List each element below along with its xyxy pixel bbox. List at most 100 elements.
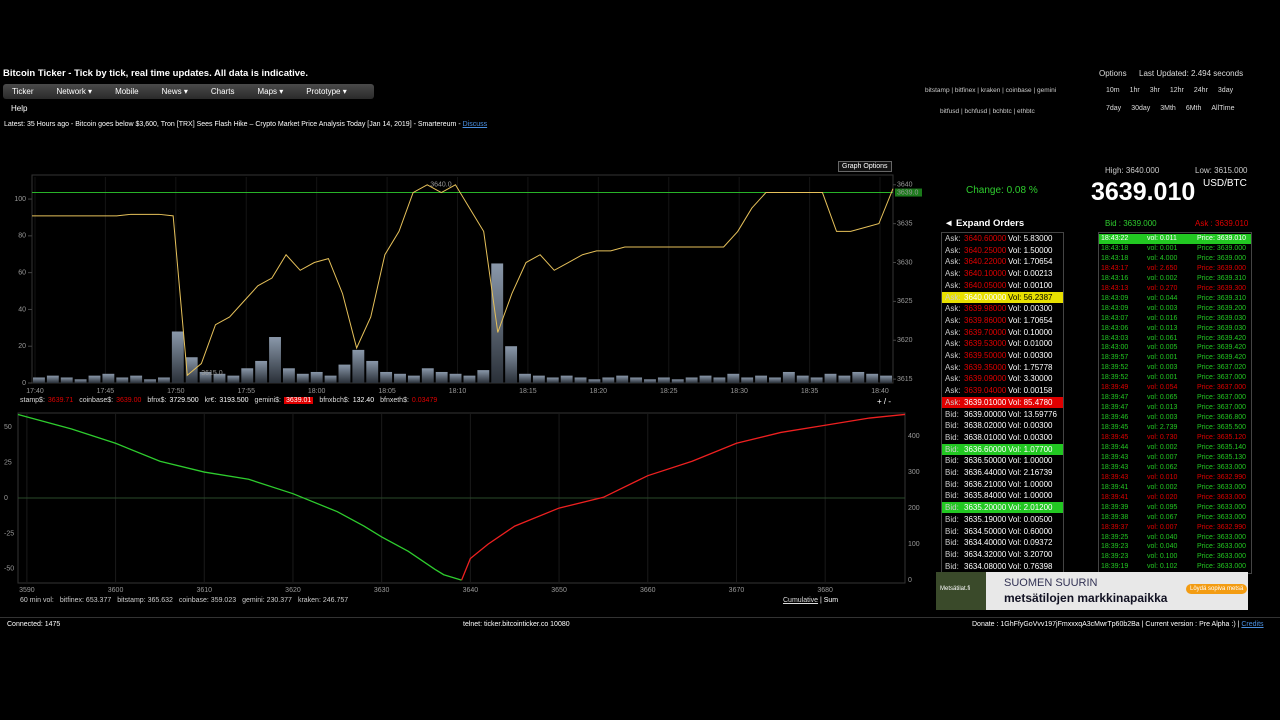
- trade-price: Price: 3633.000: [1197, 543, 1247, 551]
- range-option[interactable]: AllTime: [1211, 105, 1235, 112]
- cumulative-toggle[interactable]: Cumulative: [783, 597, 819, 604]
- trade-row: 18:43:09 vol: 0.044 Price: 3639.310: [1099, 294, 1251, 304]
- ad-banner[interactable]: Metsätilat.fi SUOMEN SUURIN metsätilojen…: [936, 572, 1248, 610]
- order-vol: Vol: 0.00213: [1008, 269, 1053, 279]
- range-option[interactable]: 7day: [1106, 105, 1122, 112]
- exchange-link[interactable]: kraken: [980, 87, 1001, 94]
- order-side: Ask:: [945, 245, 961, 255]
- nav-item[interactable]: Charts: [210, 87, 235, 96]
- exchange-link[interactable]: coinbase: [1005, 87, 1032, 94]
- order-side: Ask:: [945, 374, 961, 384]
- range-option[interactable]: 6Mth: [1185, 105, 1202, 112]
- trade-vol: vol: 0.003: [1147, 304, 1178, 312]
- trade-time: 18:43:00: [1101, 344, 1129, 352]
- order-row: Ask: 3639.35000 Vol: 1.75778: [942, 362, 1063, 373]
- volume-bar: [866, 373, 879, 383]
- order-side: Bid:: [945, 409, 959, 419]
- credits-link[interactable]: Credits: [1241, 621, 1264, 628]
- y-tick-label: 50: [4, 424, 12, 431]
- range-option[interactable]: 1hr: [1129, 87, 1140, 94]
- market-link[interactable]: bchbtc: [992, 108, 1012, 115]
- trade-vol: vol: 0.270: [1147, 284, 1178, 292]
- trade-vol: vol: 0.065: [1147, 394, 1178, 402]
- trade-time: 18:43:16: [1101, 274, 1129, 282]
- volume-bar: [755, 375, 768, 383]
- high: High: 3640.000: [1105, 166, 1160, 175]
- ad-button[interactable]: Löydä sopiva metsä: [1186, 584, 1248, 594]
- sum-toggle[interactable]: Sum: [823, 597, 839, 604]
- volume-item: bitstamp: 365.632: [117, 597, 173, 604]
- order-side: Bid:: [945, 432, 959, 442]
- volume-bar: [421, 368, 434, 383]
- trade-price: Price: 3633.000: [1197, 553, 1247, 561]
- nav-item[interactable]: News ▾: [161, 87, 188, 96]
- options-label[interactable]: Options: [1099, 69, 1127, 78]
- order-price: 3636.50000: [964, 456, 1007, 466]
- discuss-link[interactable]: Discuss: [462, 121, 488, 128]
- graph-options-button[interactable]: Graph Options: [838, 161, 892, 172]
- trade-time: 18:43:22: [1101, 235, 1129, 242]
- trade-time: 18:39:46: [1101, 414, 1129, 422]
- market-link[interactable]: bitfusd: [940, 108, 960, 115]
- range-option[interactable]: 30day: [1131, 105, 1151, 112]
- trade-price: Price: 3639.030: [1197, 314, 1247, 322]
- order-row: Bid: 3636.60000 Vol: 1.07700: [942, 443, 1063, 455]
- volume-bar: [630, 377, 643, 383]
- y2-tick-label: 3640: [897, 182, 913, 189]
- trade-price: Price: 3639.300: [1197, 284, 1247, 292]
- market-link[interactable]: ethbtc: [1017, 108, 1035, 115]
- order-price: 3636.44000: [964, 468, 1007, 477]
- range-option[interactable]: 10m: [1106, 87, 1120, 94]
- nav-item[interactable]: Ticker: [12, 87, 34, 96]
- trade-vol: vol: 0.001: [1147, 244, 1178, 252]
- market-link[interactable]: bchfusd: [964, 108, 988, 115]
- order-vol: Vol: 1.00000: [1008, 479, 1053, 489]
- exchange-link[interactable]: gemini: [1036, 87, 1057, 94]
- range-option[interactable]: 3hr: [1149, 87, 1160, 94]
- x-tick-label: 18:20: [590, 388, 608, 395]
- order-price: 3639.53000: [964, 339, 1007, 349]
- order-side: Ask:: [945, 339, 961, 349]
- ticker-label: gemini$:: [254, 397, 282, 404]
- exchange-link[interactable]: bitfinex: [954, 87, 976, 94]
- trade-time: 18:39:52: [1101, 374, 1129, 382]
- volume-bar: [574, 377, 587, 383]
- trade-price: Price: 3639.000: [1197, 254, 1247, 262]
- order-row: Ask: 3640.05000 Vol: 0.00100: [942, 280, 1063, 291]
- help-link[interactable]: Help: [11, 104, 28, 113]
- trade-row: 18:39:45 vol: 2.739 Price: 3635.500: [1099, 423, 1251, 433]
- range-option[interactable]: 12hr: [1169, 87, 1184, 94]
- nav-item[interactable]: Maps ▾: [257, 87, 284, 96]
- order-vol: Vol: 0.60000: [1008, 526, 1053, 536]
- volume-bar: [671, 379, 684, 383]
- exchange-links: bitstamp | bitfinex | kraken | coinbase …: [925, 87, 1057, 94]
- charts: 0 20 40 60 80 100 3615 3620 3625 3630 3635 3640 17:4…: [4, 174, 922, 594]
- order-vol: Vol: 2.16739: [1008, 468, 1053, 477]
- trade-time: 18:43:03: [1101, 334, 1129, 342]
- nav-item[interactable]: Mobile: [115, 87, 139, 96]
- range-option[interactable]: 24hr: [1193, 87, 1208, 94]
- order-book: Ask: 3640.60000 Vol: 5.83000 Ask: 3640.25000…: [941, 232, 1064, 574]
- order-row: Bid: 3635.19000 Vol: 0.00500: [942, 514, 1063, 525]
- order-side: Ask:: [945, 397, 961, 407]
- range-option[interactable]: 3Mth: [1160, 105, 1176, 112]
- order-vol: Vol: 0.00100: [1008, 280, 1053, 290]
- expand-orders[interactable]: ◄ Expand Orders: [944, 218, 1025, 229]
- nav-item[interactable]: Network ▾: [56, 87, 93, 96]
- trade-vol: vol: 0.040: [1147, 543, 1178, 551]
- range-option[interactable]: 3day: [1217, 87, 1234, 94]
- exchange-link[interactable]: bitstamp: [925, 87, 950, 94]
- trade-time: 18:39:23: [1101, 553, 1129, 561]
- trade-vol: vol: 0.002: [1147, 274, 1178, 282]
- volume-bar: [880, 375, 892, 383]
- order-price: 3640.60000: [964, 234, 1007, 243]
- latest-news: Latest: 35 Hours ago - Bitcoin goes belo…: [4, 121, 487, 128]
- order-vol: Vol: 1.75778: [1008, 362, 1053, 372]
- trade-row: 18:39:49 vol: 0.054 Price: 3637.000: [1099, 383, 1251, 393]
- trade-row: 18:39:41 vol: 0.020 Price: 3633.000: [1099, 493, 1251, 503]
- trade-vol: vol: 0.003: [1147, 364, 1178, 372]
- nav-item[interactable]: Prototype ▾: [306, 87, 347, 96]
- ticker-label: kr€:: [204, 397, 217, 404]
- volume-bar: [116, 377, 129, 383]
- zoom[interactable]: + / -: [877, 397, 892, 406]
